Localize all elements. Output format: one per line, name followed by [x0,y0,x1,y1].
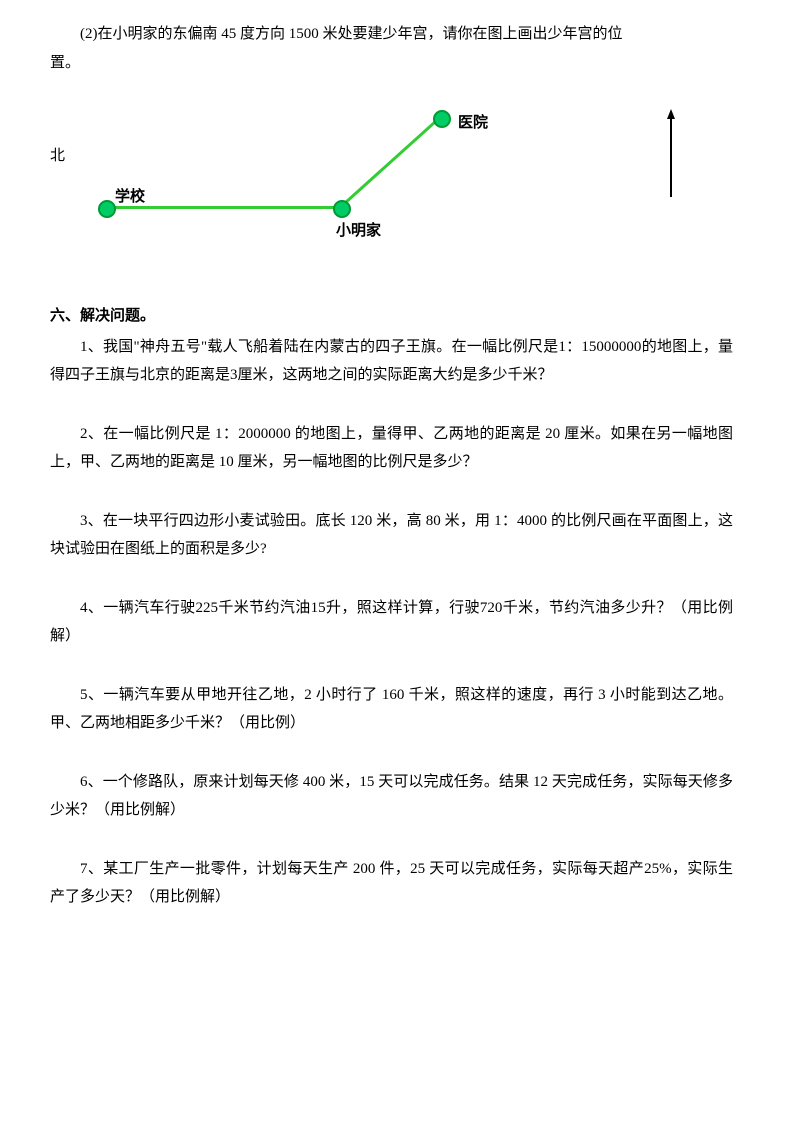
question-5: 5、一辆汽车要从甲地开往乙地，2 小时行了 160 千米，照这样的速度，再行 3… [50,681,733,738]
intro-line2: 置。 [50,49,733,78]
node-hospital [433,110,451,128]
label-home: 小明家 [336,217,381,246]
segment-home-hospital [339,116,441,208]
intro-paragraph: (2)在小明家的东偏南 45 度方向 1500 米处要建少年宫，请你在图上画出少… [50,20,733,77]
question-6: 6、一个修路队，原来计划每天修 400 米，15 天可以完成任务。结果 12 天… [50,768,733,825]
question-2: 2、在一幅比例尺是 1：2000000 的地图上，量得甲、乙两地的距离是 20 … [50,420,733,477]
intro-line1: (2)在小明家的东偏南 45 度方向 1500 米处要建少年宫，请你在图上画出少… [50,20,733,49]
north-arrow-line [670,117,672,197]
question-3: 3、在一块平行四边形小麦试验田。底长 120 米，高 80 米，用 1：4000… [50,507,733,564]
node-school [98,200,116,218]
page-container: (2)在小明家的东偏南 45 度方向 1500 米处要建少年宫，请你在图上画出少… [0,0,793,962]
label-school: 学校 [115,183,145,212]
question-7: 7、某工厂生产一批零件，计划每天生产 200 件，25 天可以完成任务，实际每天… [50,855,733,912]
north-arrow-head [667,109,675,119]
map-diagram: 北 学校 小明家 医院 [50,87,690,257]
node-home [333,200,351,218]
section6-title: 六、解决问题。 [50,302,733,331]
label-hospital: 医院 [458,109,488,138]
question-4: 4、一辆汽车行驶225千米节约汽油15升，照这样计算，行驶720千米，节约汽油多… [50,594,733,651]
question-1: 1、我国"神舟五号"载人飞船着陆在内蒙古的四子王旗。在一幅比例尺是1：15000… [50,333,733,390]
north-label: 北 [50,142,65,171]
